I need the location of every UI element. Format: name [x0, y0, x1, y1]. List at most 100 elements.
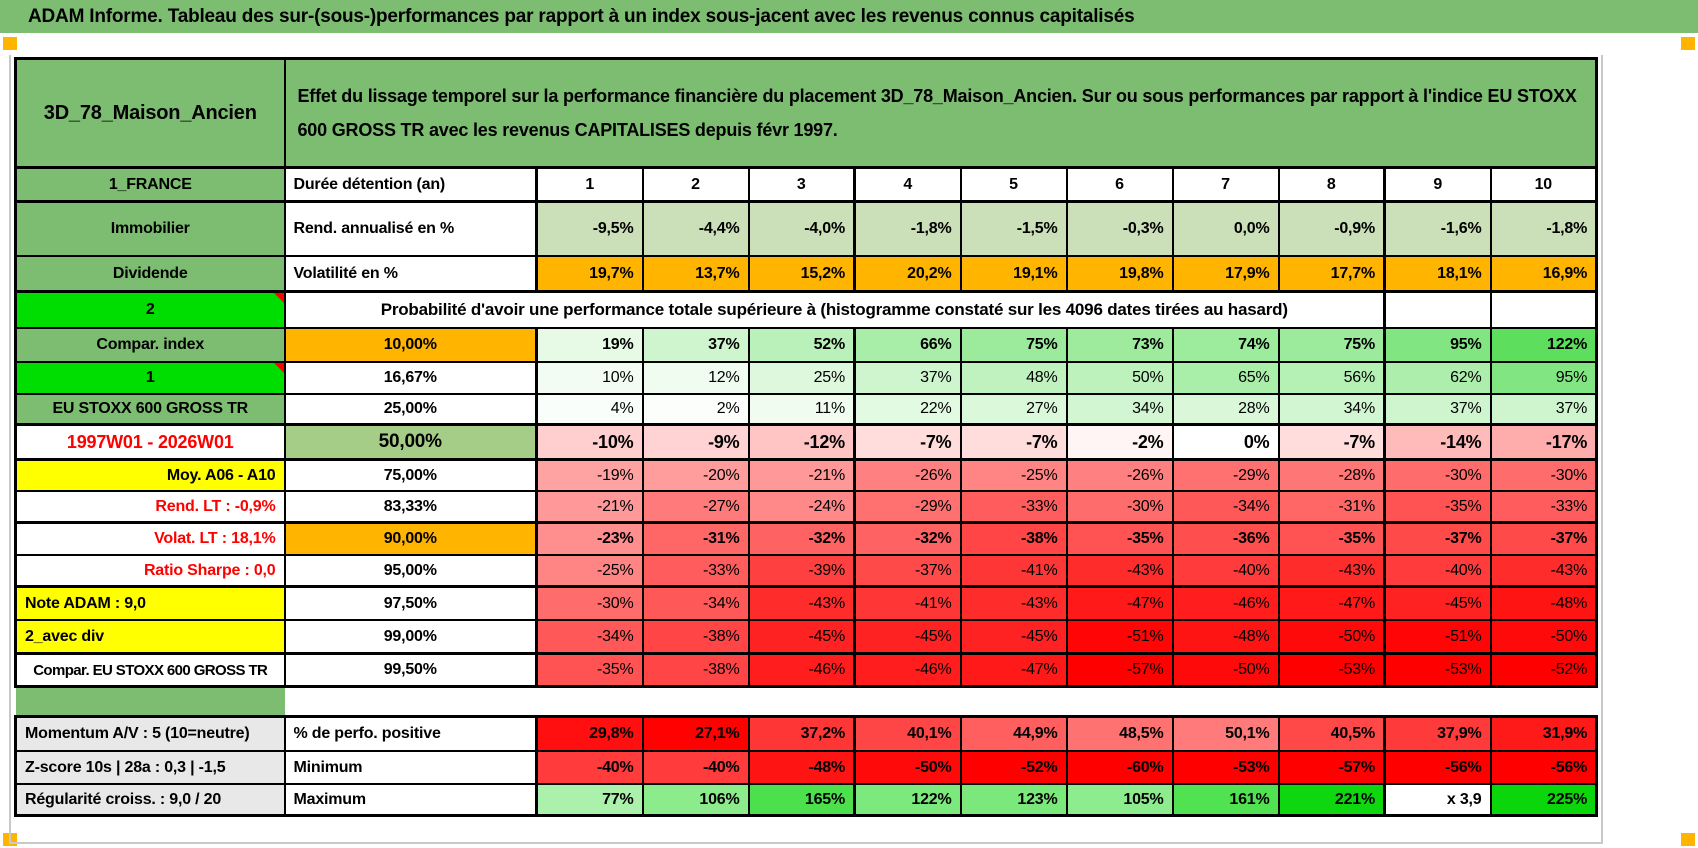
value-cell-p10-y3[interactable]: 52% — [747, 327, 856, 363]
row-label-p50[interactable]: 1997W01 - 2026W01 — [14, 423, 286, 461]
value-cell-p99_5-y8[interactable]: -53% — [1277, 652, 1386, 688]
value-cell-p99_5-y6[interactable]: -57% — [1065, 652, 1174, 688]
value-cell-p16_67-y6[interactable]: 50% — [1065, 361, 1174, 395]
value-cell-p25-y2[interactable]: 2% — [641, 393, 750, 426]
value-cell-p16_67-y8[interactable]: 56% — [1277, 361, 1386, 395]
value-cell-p90-y10[interactable]: -37% — [1489, 521, 1599, 556]
threshold-cell-volat[interactable]: Volatilité en % — [283, 255, 538, 293]
threshold-cell-mom[interactable]: % de perfo. positive — [283, 715, 538, 752]
value-cell-rend-y4[interactable]: -1,8% — [853, 200, 962, 257]
value-cell-p97_5-y9[interactable]: -45% — [1383, 585, 1492, 621]
threshold-cell-p90[interactable]: 90,00% — [283, 521, 538, 556]
value-cell-p50-y8[interactable]: -7% — [1277, 423, 1386, 461]
value-cell-p25-y7[interactable]: 28% — [1171, 393, 1280, 426]
value-cell-p25-y6[interactable]: 34% — [1065, 393, 1174, 426]
value-cell-p99_5-y5[interactable]: -47% — [959, 652, 1068, 688]
row-label-volat[interactable]: Dividende — [14, 255, 286, 293]
value-cell-p99_5-y7[interactable]: -50% — [1171, 652, 1280, 688]
value-cell-rend-y7[interactable]: 0,0% — [1171, 200, 1280, 257]
row-label-p75[interactable]: Moy. A06 - A10 — [14, 458, 286, 492]
value-cell-reg-y6[interactable]: 105% — [1065, 783, 1174, 817]
value-cell-min-y3[interactable]: -48% — [747, 750, 856, 785]
value-cell-p99_5-y1[interactable]: -35% — [535, 652, 644, 688]
value-cell-volat-y1[interactable]: 19,7% — [535, 255, 644, 293]
value-cell-p99-y3[interactable]: -45% — [747, 619, 856, 655]
value-cell-mom-y6[interactable]: 48,5% — [1065, 715, 1174, 752]
threshold-cell-p99[interactable]: 99,00% — [283, 619, 538, 655]
value-cell-rend-y1[interactable]: -9,5% — [535, 200, 644, 257]
value-cell-p50-y4[interactable]: -7% — [853, 423, 962, 461]
empty-cell[interactable] — [1489, 290, 1599, 329]
value-cell-duree-y7[interactable]: 7 — [1171, 166, 1280, 203]
value-cell-volat-y7[interactable]: 17,9% — [1171, 255, 1280, 293]
value-cell-p25-y1[interactable]: 4% — [535, 393, 644, 426]
threshold-cell-p83_33[interactable]: 83,33% — [283, 490, 538, 524]
value-cell-volat-y8[interactable]: 17,7% — [1277, 255, 1386, 293]
row-label-p25[interactable]: EU STOXX 600 GROSS TR — [14, 393, 286, 426]
value-cell-mom-y5[interactable]: 44,9% — [959, 715, 1068, 752]
value-cell-duree-y8[interactable]: 8 — [1277, 166, 1386, 203]
value-cell-min-y6[interactable]: -60% — [1065, 750, 1174, 785]
value-cell-reg-y9[interactable]: x 3,9 — [1383, 783, 1492, 817]
value-cell-p95-y8[interactable]: -43% — [1277, 554, 1386, 588]
value-cell-p50-y10[interactable]: -17% — [1489, 423, 1599, 461]
value-cell-p95-y9[interactable]: -40% — [1383, 554, 1492, 588]
value-cell-p97_5-y8[interactable]: -47% — [1277, 585, 1386, 621]
value-cell-p95-y1[interactable]: -25% — [535, 554, 644, 588]
value-cell-p25-y3[interactable]: 11% — [747, 393, 856, 426]
row-label-p95[interactable]: Ratio Sharpe : 0,0 — [14, 554, 286, 588]
value-cell-rend-y8[interactable]: -0,9% — [1277, 200, 1386, 257]
value-cell-p90-y5[interactable]: -38% — [959, 521, 1068, 556]
value-cell-p83_33-y6[interactable]: -30% — [1065, 490, 1174, 524]
value-cell-reg-y3[interactable]: 165% — [747, 783, 856, 817]
row-label-p97_5[interactable]: Note ADAM : 9,0 — [14, 585, 286, 621]
threshold-cell-p97_5[interactable]: 97,50% — [283, 585, 538, 621]
value-cell-p16_67-y4[interactable]: 37% — [853, 361, 962, 395]
value-cell-duree-y2[interactable]: 2 — [641, 166, 750, 203]
value-cell-p16_67-y7[interactable]: 65% — [1171, 361, 1280, 395]
threshold-cell-p25[interactable]: 25,00% — [283, 393, 538, 426]
threshold-cell-p75[interactable]: 75,00% — [283, 458, 538, 492]
value-cell-p97_5-y2[interactable]: -34% — [641, 585, 750, 621]
value-cell-p97_5-y4[interactable]: -41% — [853, 585, 962, 621]
value-cell-min-y8[interactable]: -57% — [1277, 750, 1386, 785]
value-cell-p90-y4[interactable]: -32% — [853, 521, 962, 556]
value-cell-volat-y6[interactable]: 19,8% — [1065, 255, 1174, 293]
value-cell-duree-y5[interactable]: 5 — [959, 166, 1068, 203]
value-cell-p99_5-y2[interactable]: -38% — [641, 652, 750, 688]
row-label-p99[interactable]: 2_avec div — [14, 619, 286, 655]
value-cell-min-y4[interactable]: -50% — [853, 750, 962, 785]
value-cell-p25-y4[interactable]: 22% — [853, 393, 962, 426]
value-cell-p50-y1[interactable]: -10% — [535, 423, 644, 461]
placement-name-cell[interactable]: 3D_78_Maison_Ancien — [14, 57, 286, 169]
row-label-mom[interactable]: Momentum A/V : 5 (10=neutre) — [14, 715, 286, 752]
value-cell-rend-y5[interactable]: -1,5% — [959, 200, 1068, 257]
value-cell-p99_5-y4[interactable]: -46% — [853, 652, 962, 688]
value-cell-min-y2[interactable]: -40% — [641, 750, 750, 785]
value-cell-p75-y2[interactable]: -20% — [641, 458, 750, 492]
value-cell-reg-y10[interactable]: 225% — [1489, 783, 1599, 817]
row-label-p90[interactable]: Volat. LT : 18,1% — [14, 521, 286, 556]
value-cell-p75-y6[interactable]: -26% — [1065, 458, 1174, 492]
row-label-gap[interactable] — [15, 686, 285, 717]
value-cell-duree-y6[interactable]: 6 — [1065, 166, 1174, 203]
row-label-reg[interactable]: Régularité croiss. : 9,0 / 20 — [14, 783, 286, 817]
value-cell-p83_33-y9[interactable]: -35% — [1383, 490, 1492, 524]
value-cell-p75-y9[interactable]: -30% — [1383, 458, 1492, 492]
value-cell-volat-y10[interactable]: 16,9% — [1489, 255, 1599, 293]
placement-description-cell[interactable]: Effet du lissage temporel sur la perform… — [283, 57, 1599, 169]
value-cell-p99-y2[interactable]: -38% — [641, 619, 750, 655]
value-cell-p90-y6[interactable]: -35% — [1065, 521, 1174, 556]
value-cell-volat-y4[interactable]: 20,2% — [853, 255, 962, 293]
value-cell-min-y7[interactable]: -53% — [1171, 750, 1280, 785]
threshold-cell-p10[interactable]: 10,00% — [283, 327, 538, 363]
value-cell-p10-y7[interactable]: 74% — [1171, 327, 1280, 363]
value-cell-p83_33-y7[interactable]: -34% — [1171, 490, 1280, 524]
value-cell-p95-y3[interactable]: -39% — [747, 554, 856, 588]
value-cell-p83_33-y2[interactable]: -27% — [641, 490, 750, 524]
value-cell-rend-y10[interactable]: -1,8% — [1489, 200, 1599, 257]
value-cell-p10-y10[interactable]: 122% — [1489, 327, 1599, 363]
value-cell-p97_5-y3[interactable]: -43% — [747, 585, 856, 621]
value-cell-p95-y5[interactable]: -41% — [959, 554, 1068, 588]
row-label-p99_5[interactable]: Compar. EU STOXX 600 GROSS TR — [14, 652, 286, 688]
